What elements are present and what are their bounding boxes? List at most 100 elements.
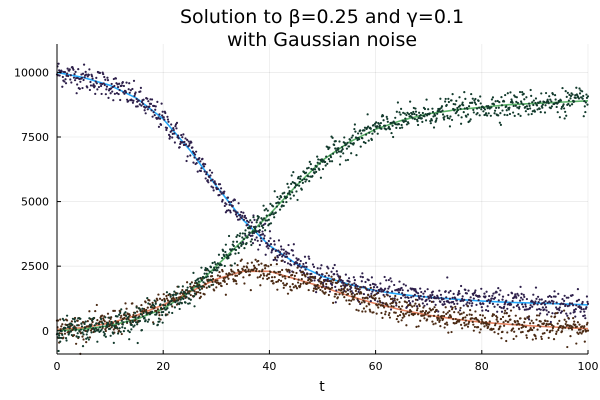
susceptible-point xyxy=(289,259,292,262)
susceptible-point xyxy=(553,290,556,293)
recovered-point xyxy=(128,338,131,341)
infected-point xyxy=(381,316,384,319)
susceptible-point xyxy=(581,302,584,305)
recovered-point xyxy=(127,315,130,318)
recovered-point xyxy=(275,205,278,208)
recovered-point xyxy=(198,288,201,291)
recovered-point xyxy=(234,248,238,252)
infected-point xyxy=(292,271,295,274)
recovered-point xyxy=(213,266,216,269)
susceptible-point xyxy=(564,303,567,306)
recovered-point xyxy=(541,106,544,109)
susceptible-point xyxy=(488,301,491,305)
infected-point xyxy=(259,284,262,287)
infected-point xyxy=(556,311,559,315)
susceptible-point xyxy=(519,285,522,288)
infected-point xyxy=(343,286,346,289)
recovered-point xyxy=(267,218,270,221)
infected-point xyxy=(199,291,202,295)
recovered-point xyxy=(289,193,292,196)
infected-point xyxy=(119,316,122,319)
infected-point xyxy=(70,320,73,323)
susceptible-point xyxy=(518,308,521,311)
recovered-point xyxy=(291,191,294,194)
infected-point xyxy=(492,313,496,316)
infected-point xyxy=(504,319,507,322)
susceptible-point xyxy=(195,161,198,165)
recovered-point xyxy=(394,116,397,119)
recovered-point xyxy=(239,232,242,235)
recovered-point xyxy=(145,313,148,316)
recovered-point xyxy=(371,132,374,135)
susceptible-point xyxy=(328,290,332,293)
recovered-point xyxy=(547,102,550,105)
y-tick-label: 7500 xyxy=(21,131,49,144)
recovered-point xyxy=(431,110,435,114)
susceptible-point xyxy=(283,260,286,264)
recovered-point xyxy=(351,134,354,137)
recovered-point xyxy=(377,122,380,125)
susceptible-point xyxy=(333,273,336,276)
recovered-point xyxy=(304,180,307,183)
infected-point xyxy=(349,290,352,293)
infected-point xyxy=(364,310,367,313)
recovered-point xyxy=(522,103,525,106)
recovered-point xyxy=(79,328,82,331)
recovered-point xyxy=(443,118,446,121)
infected-point xyxy=(135,314,138,317)
susceptible-point xyxy=(442,297,445,300)
infected-point xyxy=(255,269,258,273)
infected-point xyxy=(415,309,419,312)
infected-point xyxy=(120,332,123,336)
infected-point xyxy=(281,268,284,272)
susceptible-point xyxy=(150,98,154,101)
infected-point xyxy=(445,312,448,316)
susceptible-point xyxy=(127,99,130,103)
infected-point xyxy=(535,318,538,321)
recovered-point xyxy=(586,103,589,106)
infected-point xyxy=(444,322,447,325)
susceptible-point xyxy=(287,243,290,247)
recovered-point xyxy=(214,263,217,266)
susceptible-point xyxy=(275,259,278,262)
infected-point xyxy=(246,266,249,269)
susceptible-point xyxy=(128,91,131,94)
recovered-point xyxy=(519,114,522,117)
susceptible-point xyxy=(443,300,446,303)
recovered-point xyxy=(244,229,247,232)
infected-point xyxy=(441,317,445,321)
recovered-point xyxy=(510,98,513,101)
susceptible-point xyxy=(304,261,308,264)
infected-point xyxy=(544,319,547,322)
infected-point xyxy=(540,335,543,338)
recovered-point xyxy=(223,264,226,268)
infected-point xyxy=(274,271,277,274)
recovered-point xyxy=(525,105,529,108)
infected-point xyxy=(564,326,567,329)
susceptible-point xyxy=(500,306,503,309)
recovered-point xyxy=(414,110,418,113)
susceptible-point xyxy=(72,76,76,79)
susceptible-point xyxy=(278,251,282,254)
susceptible-point xyxy=(583,310,586,313)
recovered-point xyxy=(460,116,463,119)
susceptible-point xyxy=(206,179,209,182)
infected-point xyxy=(227,277,230,280)
susceptible-point xyxy=(282,248,285,251)
infected-point xyxy=(235,282,238,285)
infected-point xyxy=(432,323,435,326)
susceptible-point xyxy=(437,297,440,300)
infected-point xyxy=(193,281,197,285)
infected-point xyxy=(108,320,111,323)
recovered-point xyxy=(308,180,311,183)
susceptible-point xyxy=(177,137,180,140)
recovered-point xyxy=(354,130,357,133)
infected-point xyxy=(550,315,553,318)
recovered-point xyxy=(363,129,366,132)
recovered-point xyxy=(435,117,438,120)
susceptible-point xyxy=(497,287,500,290)
recovered-point xyxy=(241,232,244,235)
recovered-point xyxy=(255,221,258,224)
recovered-point xyxy=(216,262,219,265)
infected-point xyxy=(335,293,338,296)
